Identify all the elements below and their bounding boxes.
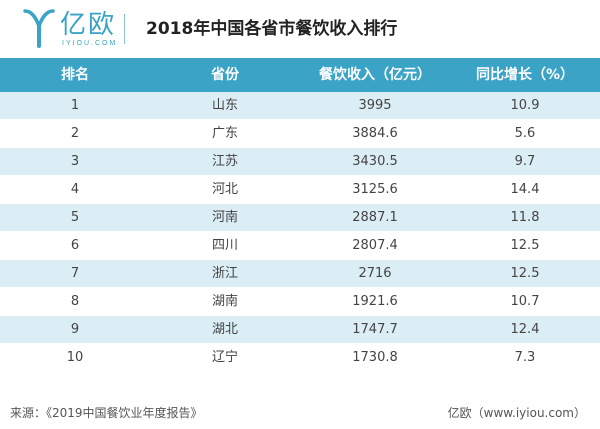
cell-revenue: 2716 [358,265,392,281]
column-header-rank: 排名 [61,67,89,83]
cell-growth: 12.5 [510,237,540,253]
header: 亿欧 IYIOU.COM 2018年中国各省市餐饮收入排行 [0,0,600,58]
cell-province: 河北 [211,181,238,197]
table-row: 2 广东 3884.6 5.6 [0,120,600,148]
cell-revenue: 3430.5 [352,153,398,169]
column-header-growth: 同比增长（%） [475,67,575,83]
column-header-revenue: 餐饮收入（亿元） [319,67,431,83]
cell-rank: 9 [70,321,80,337]
page-title: 2018年中国各省市餐饮收入排行 [146,19,398,39]
table-row: 4 河北 3125.6 14.4 [0,176,600,204]
table-row: 1 山东 3995 10.9 [0,92,600,120]
cell-growth: 10.9 [510,97,540,113]
footer: 来源：《2019中国餐饮业年度报告》 亿欧（www.iyiou.com） [0,398,600,429]
cell-growth: 9.7 [514,153,536,169]
credit-note: 亿欧（www.iyiou.com） [447,406,586,420]
cell-revenue: 1921.6 [352,293,398,309]
cell-growth: 12.5 [510,265,540,281]
cell-rank: 4 [70,181,80,197]
cell-rank: 3 [70,153,80,169]
cell-province: 辽宁 [211,349,238,365]
logo-subtext: IYIOU.COM [62,40,118,47]
cell-growth: 12.4 [510,321,540,337]
table-header: 排名 省份 餐饮收入（亿元） 同比增长（%） [0,58,600,92]
logo-text: 亿欧 [60,10,117,40]
cell-rank: 10 [66,349,84,365]
cell-revenue: 2887.1 [352,209,398,225]
cell-revenue: 3125.6 [352,181,398,197]
table-row: 5 河南 2887.1 11.8 [0,204,600,232]
cell-rank: 5 [70,209,80,225]
logo: 亿欧 IYIOU.COM [22,8,132,52]
table-row: 10 辽宁 1730.8 7.3 [0,344,600,372]
cell-province: 江苏 [211,153,238,169]
ranking-table: 排名 省份 餐饮收入（亿元） 同比增长（%） 1 山东 3995 10.9 2 广东 388… [0,58,600,372]
cell-province: 广东 [211,125,238,141]
cell-revenue: 1730.8 [352,349,398,365]
cell-province: 河南 [211,209,238,225]
cell-province: 浙江 [211,265,238,281]
cell-province: 四川 [211,237,238,253]
cell-revenue: 2807.4 [352,237,398,253]
cell-rank: 7 [70,265,80,281]
cell-province: 湖南 [211,293,238,309]
logo-icon [23,9,55,48]
cell-rank: 2 [70,125,80,141]
cell-growth: 5.6 [514,125,536,141]
cell-growth: 11.8 [510,209,540,225]
cell-province: 山东 [211,97,238,113]
cell-growth: 10.7 [510,293,540,309]
table-row: 6 四川 2807.4 12.5 [0,232,600,260]
table-row: 8 湖南 1921.6 10.7 [0,288,600,316]
cell-revenue: 3884.6 [352,125,398,141]
column-header-province: 省份 [211,67,239,83]
cell-revenue: 1747.7 [352,321,398,337]
cell-growth: 7.3 [514,349,536,365]
header-divider [124,14,125,44]
cell-revenue: 3995 [358,97,392,113]
source-note: 来源：《2019中国餐饮业年度报告》 [10,406,203,420]
cell-province: 湖北 [211,321,238,337]
table-row: 7 浙江 2716 12.5 [0,260,600,288]
cell-growth: 14.4 [510,181,540,197]
cell-rank: 6 [70,237,80,253]
table-body: 1 山东 3995 10.9 2 广东 3884.6 5.6 3 江苏 3430.5 9.7 4 河北 31… [0,92,600,372]
table-row: 3 江苏 3430.5 9.7 [0,148,600,176]
table-row: 9 湖北 1747.7 12.4 [0,316,600,344]
cell-rank: 1 [70,97,80,113]
cell-rank: 8 [70,293,80,309]
